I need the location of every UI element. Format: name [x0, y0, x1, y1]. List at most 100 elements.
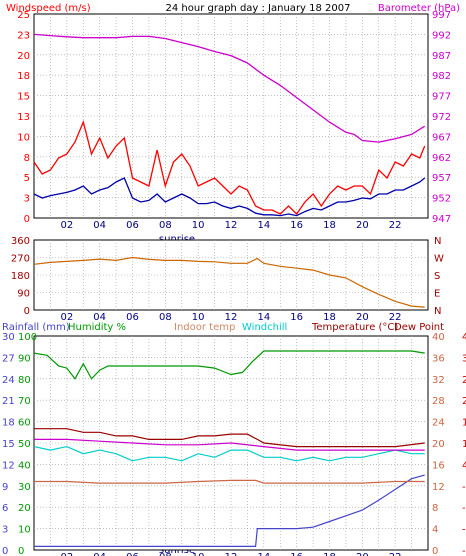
axis-tick-label: 32 [432, 375, 445, 386]
x-tick-label: 02 [60, 220, 73, 231]
legend-dew-point: Dew Point [394, 322, 444, 333]
x-tick-label: 06 [126, 312, 139, 323]
left-tick-label: 10 [17, 132, 30, 143]
axis-tick-label: 16 [432, 460, 445, 471]
x-tick-label: 14 [257, 552, 270, 556]
x-tick-label: 16 [290, 552, 303, 556]
axis-tick-label: 27 [2, 353, 15, 364]
series-windchill [33, 445, 425, 462]
right-tick-label: 972 [432, 112, 451, 123]
x-tick-label: 04 [93, 220, 106, 231]
x-tick-label: 04 [93, 552, 106, 556]
axis-tick-label: -14 [462, 525, 466, 536]
x-tick-label: 10 [192, 312, 205, 323]
x-tick-label: 20 [356, 552, 369, 556]
axis-tick-label: 28 [462, 375, 466, 386]
legend-indoor-temp: Indoor temp [174, 322, 235, 333]
axis-tick-label: 10 [462, 439, 466, 450]
right-tick-label: 952 [432, 194, 451, 205]
x-tick-label: 14 [257, 312, 270, 323]
right-tick-label: 962 [432, 153, 451, 164]
left-tick-label: 23 [17, 30, 30, 41]
legend-rainfall: Rainfall (mm) [2, 322, 70, 333]
right-tick-label: 947 [432, 214, 451, 225]
x-tick-label: 02 [60, 312, 73, 323]
x-tick-label: 18 [323, 552, 336, 556]
right-tick-label: 987 [432, 51, 451, 62]
axis-tick-label: 70 [18, 396, 31, 407]
barometer-axis-label: Barometer (hPa) [378, 3, 460, 14]
left-tick-label: 180 [11, 271, 30, 282]
axis-tick-label: 50 [18, 439, 31, 450]
axis-tick-label: 28 [432, 396, 445, 407]
axis-tick-label: 16 [462, 418, 466, 429]
x-tick-label: 20 [356, 220, 369, 231]
x-tick-label: 18 [323, 220, 336, 231]
left-tick-label: 15 [17, 92, 30, 103]
left-tick-label: 90 [17, 289, 30, 300]
right-tick-label: N [434, 306, 441, 317]
axis-tick-label: 4 [462, 460, 466, 471]
x-tick-label: 12 [225, 220, 238, 231]
legend-humidity: Humidity % [68, 322, 126, 333]
axis-tick-label: 10 [18, 525, 31, 536]
left-tick-label: 5 [24, 173, 30, 184]
axis-tick-label: -8 [462, 503, 466, 514]
axis-tick-label: 40 [462, 332, 466, 343]
right-tick-label: S [434, 271, 440, 282]
x-tick-label: 12 [225, 312, 238, 323]
x-tick-label: 20 [356, 312, 369, 323]
axis-tick-label: 12 [432, 482, 445, 493]
series-line-2 [33, 177, 426, 217]
series-line-0 [33, 33, 426, 143]
x-tick-label: 22 [389, 552, 402, 556]
axis-tick-label: 9 [2, 482, 8, 493]
x-tick-label: 14 [257, 220, 270, 231]
x-tick-label: 10 [192, 552, 205, 556]
axis-tick-label: 60 [18, 418, 31, 429]
legend-windchill: Windchill [242, 322, 287, 333]
legend-temperature: Temperature (°C) [311, 322, 398, 333]
series-humidity- [33, 350, 425, 380]
left-tick-label: 0 [24, 214, 30, 225]
right-tick-label: 957 [432, 173, 451, 184]
x-tick-label: 08 [159, 220, 172, 231]
left-tick-label: 13 [17, 112, 30, 123]
x-tick-label: 08 [159, 552, 172, 556]
axis-tick-label: 0 [18, 546, 24, 556]
right-tick-label: 997 [432, 10, 451, 21]
left-tick-label: 270 [11, 254, 30, 265]
left-tick-label: 18 [17, 71, 30, 82]
right-tick-label: 982 [432, 71, 451, 82]
axis-tick-label: 30 [18, 482, 31, 493]
x-tick-label: 18 [323, 312, 336, 323]
left-tick-label: 0 [24, 306, 30, 317]
series-temperature-c- [34, 428, 425, 448]
axis-tick-label: 8 [432, 503, 438, 514]
series-dew-point [34, 438, 425, 451]
x-tick-label: 08 [159, 312, 172, 323]
axis-tick-label: 0 [2, 546, 8, 556]
x-tick-label: 22 [389, 312, 402, 323]
x-tick-label: 22 [389, 220, 402, 231]
axis-tick-label: 21 [2, 396, 15, 407]
axis-tick-label: 80 [18, 375, 31, 386]
x-tick-label: 16 [290, 312, 303, 323]
axis-tick-label: 24 [2, 375, 15, 386]
x-tick-label: 06 [126, 552, 139, 556]
axis-tick-label: 6 [2, 503, 8, 514]
axis-tick-label: 18 [2, 418, 15, 429]
axis-tick-label: 24 [432, 418, 445, 429]
x-tick-label: 10 [192, 220, 205, 231]
chart-title: 24 hour graph day : January 18 2007 [166, 3, 351, 14]
axis-tick-label: 0 [432, 546, 438, 556]
series-indoor-temp [34, 479, 425, 484]
series-line-1 [33, 119, 426, 216]
axis-tick-label: 15 [2, 439, 15, 450]
axis-tick-label: 34 [462, 353, 466, 364]
axis-tick-label: 20 [432, 439, 445, 450]
right-tick-label: 992 [432, 30, 451, 41]
wind-direction-line [33, 256, 425, 308]
